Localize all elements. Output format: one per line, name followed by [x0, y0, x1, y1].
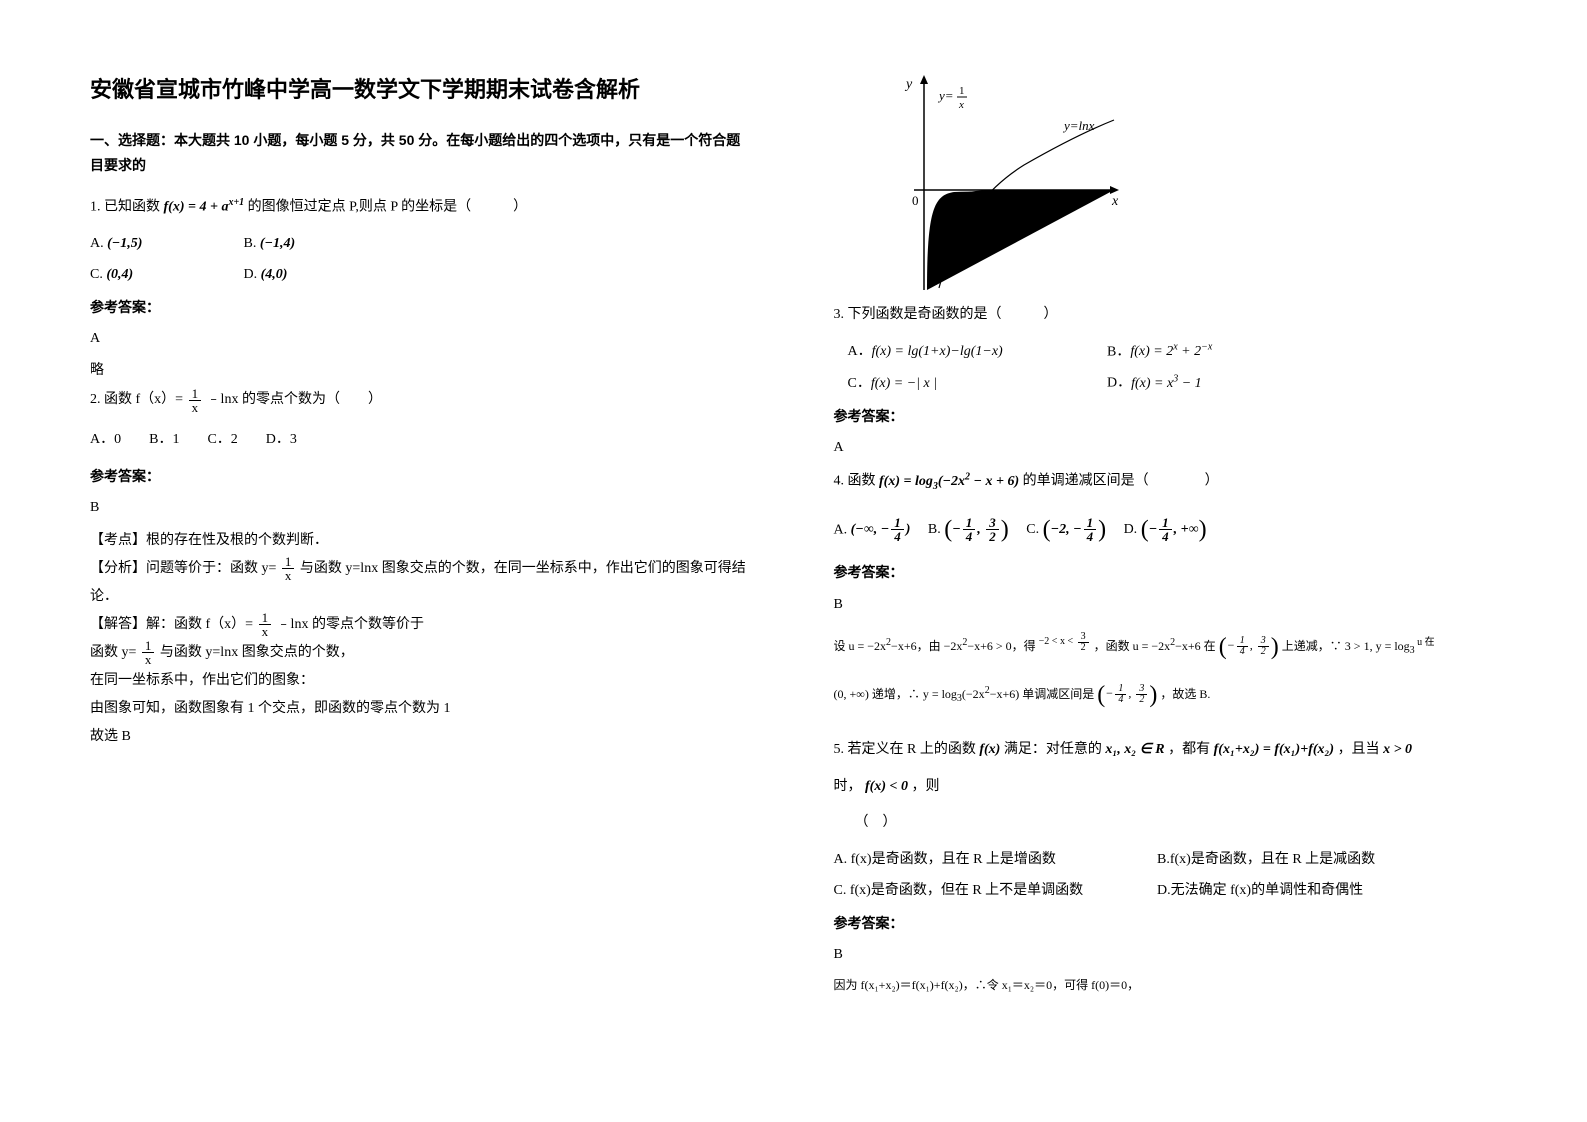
y-label: y — [904, 77, 913, 92]
q2-frac3: 1 x — [259, 611, 272, 638]
q4-explain1: 设 u = −2x2−x+6，由 −2x2−x+6 > 0，得 −2 < x <… — [834, 623, 1498, 671]
q2-line6: 由图象可知，函数图象有 1 个交点，即函数的零点个数为 1 — [90, 695, 754, 723]
question-2: 2. 函数 f（x）= 1 x ﹣lnx 的零点个数为（ ） — [90, 385, 754, 416]
q1-options-1: A. (−1,5) B. (−1,4) — [90, 229, 754, 260]
q1-optC: C. (0,4) — [90, 260, 240, 291]
q5-optB: B.f(x)是奇函数，且在 R 上是减函数 — [1157, 845, 1375, 876]
q2-line7: 故选 B — [90, 723, 754, 751]
q2-frac2: 1 x — [282, 555, 295, 582]
q2-options: A．0 B．1 C．2 D．3 — [90, 426, 754, 454]
x-arrow — [1110, 186, 1119, 194]
q5-explain: 因为 f(x₁+x₂)＝f(x₁)+f(x₂)，∴令 x₁＝x₂＝0，可得 f(… — [834, 973, 1498, 997]
question-4: 4. 函数 f(x) = log3(−2x2 − x + 6) 的单调递减区间是… — [834, 466, 1498, 497]
q5-blank: （ ） — [834, 808, 1498, 839]
section-head: 一、选择题：本大题共 10 小题，每小题 5 分，共 50 分。在每小题给出的四… — [90, 128, 754, 178]
q4-options: A. (−∞, −14) B. (−14, 32) C. (−2, −14) D… — [834, 504, 1498, 557]
question-5: 5. 若定义在 R 上的函数 f(x) 满足：对任意的 x₁, x₂ ∈ R ，… — [834, 735, 1498, 766]
question-3: 3. 下列函数是奇函数的是（ ） — [834, 300, 1498, 331]
q5-row1: A. f(x)是奇函数，且在 R 上是增函数 B.f(x)是奇函数，且在 R 上… — [834, 845, 1498, 876]
q2-jieda: 【解答】解：函数 f（x）= 1 x ﹣lnx 的零点个数等价于 — [90, 611, 754, 639]
q1-optD: D. (4,0) — [244, 260, 394, 291]
page-title: 安徽省宣城市竹峰中学高一数学文下学期期末试卷含解析 — [90, 70, 754, 110]
q2-kaodian: 【考点】根的存在性及根的个数判断． — [90, 527, 754, 555]
q2-answer-label: 参考答案： — [90, 464, 754, 489]
q5-optD: D.无法确定 f(x)的单调性和奇偶性 — [1157, 876, 1363, 907]
q3-answer-label: 参考答案： — [834, 404, 1498, 429]
q2-fenxi: 【分析】问题等价于：函数 y= 1 x 与函数 y=lnx 图象交点的个数，在同… — [90, 555, 754, 611]
q5-answer-label: 参考答案： — [834, 911, 1498, 936]
svg-text:1: 1 — [959, 85, 965, 97]
right-column: 0 y x y= 1 x y=lnx 3. 下列函数是奇函数的是（ ） A．f(… — [794, 0, 1587, 1122]
q2-answer: B — [90, 495, 754, 520]
q4-optA: A. (−∞, −14) — [834, 522, 911, 537]
q2-line5: 在同一坐标系中，作出它们的图象： — [90, 667, 754, 695]
q3-optB: B．f(x) = 2x + 2−x — [1107, 337, 1257, 368]
q5-answer: B — [834, 942, 1498, 967]
q4-optB: B. (−14, 32) — [928, 522, 1009, 537]
question-1: 1. 已知函数 f(x) = 4 + ax+1 的图像恒过定点 P,则点 P 的… — [90, 192, 754, 223]
origin-label: 0 — [912, 193, 919, 208]
q5-optA: A. f(x)是奇函数，且在 R 上是增函数 — [834, 845, 1154, 876]
q5-line2: 时， f(x) < 0 ，则 — [834, 772, 1498, 803]
x-label: x — [1111, 194, 1119, 209]
q3-optC: C．f(x) = −| x | — [834, 369, 1104, 400]
q4-optC: C. (−2, −14) — [1026, 522, 1106, 537]
q4-answer-label: 参考答案： — [834, 560, 1498, 585]
y-arrow — [920, 75, 928, 84]
function-graph: 0 y x y= 1 x y=lnx — [864, 70, 1164, 300]
q2-line4: 函数 y= 1 x 与函数 y=lnx 图象交点的个数， — [90, 639, 754, 667]
q5-row2: C. f(x)是奇函数，但在 R 上不是单调函数 D.无法确定 f(x)的单调性… — [834, 876, 1498, 907]
q2-frac: 1 x — [189, 387, 202, 414]
q1-optB: B. (−1,4) — [244, 229, 394, 260]
q5-optC: C. f(x)是奇函数，但在 R 上不是单调函数 — [834, 876, 1154, 907]
q1-optA: A. (−1,5) — [90, 229, 240, 260]
q4-explain2: (0, +∞) 递增，∴ y = log3(−2x2−x+6) 单调减区间是 (… — [834, 671, 1498, 719]
curve1-label: y= — [937, 88, 954, 103]
q3-row1: A．f(x) = lg(1+x)−lg(1−x) B．f(x) = 2x + 2… — [834, 337, 1498, 368]
q1-stem-post: 的图像恒过定点 P,则点 P 的坐标是（ ） — [248, 200, 528, 215]
q1-options-2: C. (0,4) D. (4,0) — [90, 260, 754, 291]
curve2-label: y=lnx — [1062, 118, 1095, 133]
q4-optD: D. (−14, +∞) — [1124, 522, 1207, 537]
q3-answer: A — [834, 435, 1498, 460]
left-column: 安徽省宣城市竹峰中学高一数学文下学期期末试卷含解析 一、选择题：本大题共 10 … — [0, 0, 794, 1122]
q3-optA: A．f(x) = lg(1+x)−lg(1−x) — [834, 337, 1104, 368]
graph-svg: 0 y x y= 1 x y=lnx — [864, 70, 1164, 300]
q2-frac4: 1 x — [142, 639, 155, 666]
q2-stem-pre: 2. 函数 f（x）= — [90, 392, 183, 407]
q1-answer: A — [90, 326, 754, 351]
q2-stem-post: ﹣lnx 的零点个数为（ ） — [207, 392, 382, 407]
svg-text:x: x — [958, 99, 964, 111]
q3-row2: C．f(x) = −| x | D．f(x) = x3 − 1 — [834, 368, 1498, 399]
q1-stem-pre: 1. 已知函数 — [90, 200, 164, 215]
q1-answer-label: 参考答案： — [90, 295, 754, 320]
q3-optD: D．f(x) = x3 − 1 — [1107, 368, 1257, 399]
q4-answer: B — [834, 592, 1498, 617]
q1-exp: x+1 — [228, 197, 244, 208]
q1-explain: 略 — [90, 357, 754, 385]
q1-formula: f(x) = 4 + a — [164, 200, 229, 215]
